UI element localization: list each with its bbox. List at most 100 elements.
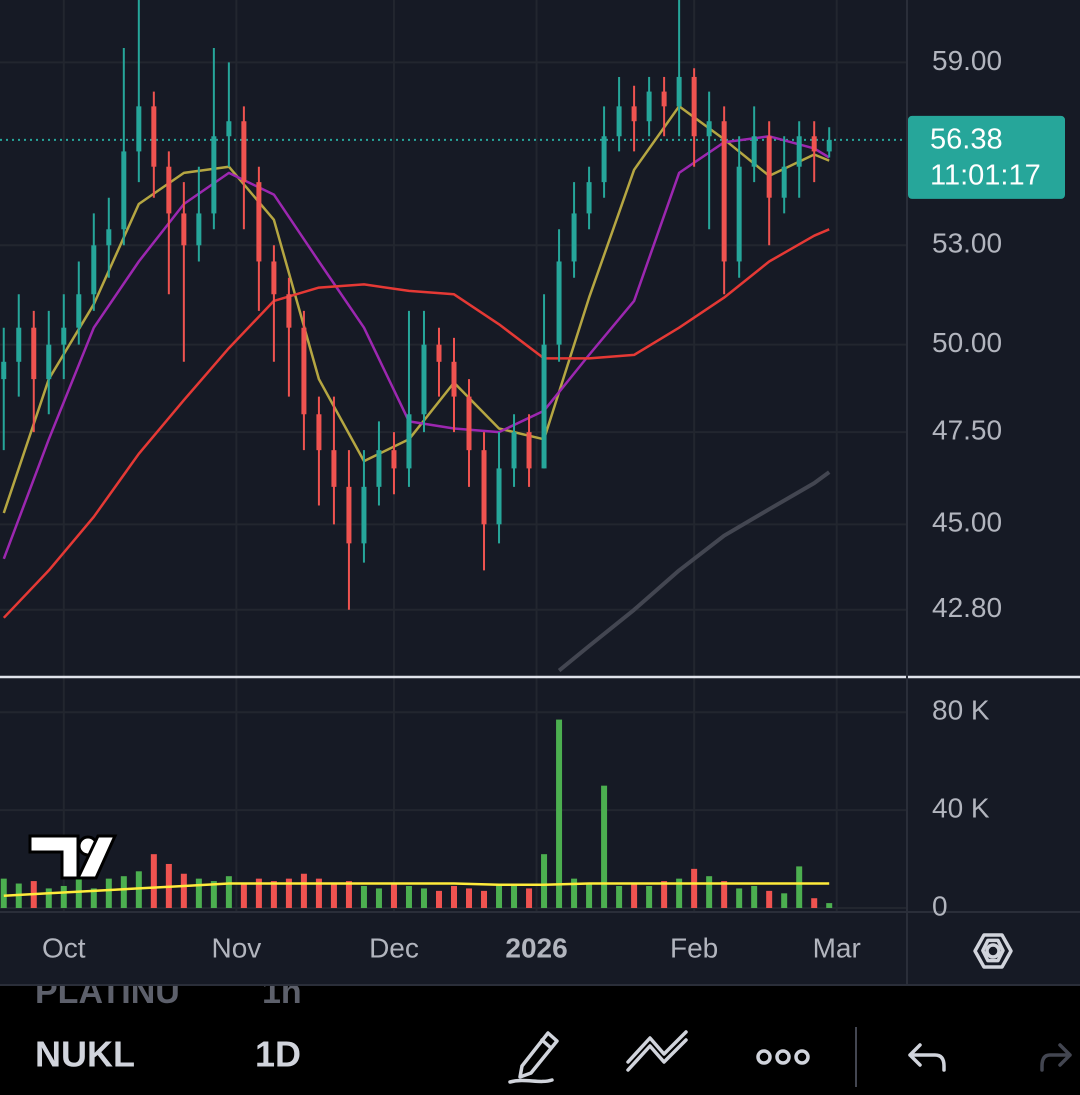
candle-body: [661, 91, 667, 107]
candle-body: [466, 396, 472, 451]
candle-body: [781, 166, 787, 198]
candle-body: [331, 450, 337, 487]
candle-body: [796, 136, 802, 167]
last-price-box: [908, 115, 1065, 199]
candle-body: [31, 327, 37, 380]
volume-bar: [105, 878, 112, 908]
volume-bar: [255, 878, 262, 908]
undo-icon[interactable]: [908, 1043, 946, 1072]
y-tick-label: 47.50: [932, 415, 1002, 446]
volume-bar: [526, 888, 533, 908]
candle-body: [241, 121, 247, 183]
interval[interactable]: 1D: [255, 1034, 301, 1075]
candle-body: [406, 414, 412, 469]
candle-body: [301, 327, 307, 415]
more-icon[interactable]: [756, 1049, 810, 1065]
candle-body: [391, 450, 397, 469]
candle-body: [361, 486, 367, 544]
volume-ma: [3, 882, 830, 898]
draw-tool-icon[interactable]: [508, 1031, 559, 1084]
candle-body: [616, 106, 622, 137]
moving-average: [2, 105, 830, 514]
volume-bar: [646, 885, 653, 908]
candle-body: [271, 261, 277, 295]
volume-bar: [90, 888, 97, 908]
volume-tick-label: 0: [932, 890, 948, 921]
volume-bar: [766, 890, 773, 908]
candle-body: [181, 213, 187, 246]
trend-tool-icon[interactable]: [626, 1030, 688, 1072]
volume-bar: [120, 876, 127, 908]
tradingview-logo: [28, 834, 118, 880]
candle-body: [811, 136, 817, 152]
volume-bar: [330, 883, 337, 908]
candle-body: [196, 213, 202, 246]
volume-bar: [781, 893, 788, 908]
volume-bar: [481, 890, 488, 908]
volume-bar: [691, 868, 698, 908]
volume-bar: [466, 888, 473, 908]
candle-body: [316, 414, 322, 451]
volume-bar: [0, 878, 7, 908]
volume-tick-label: 40 K: [932, 793, 990, 824]
candle-body: [1, 361, 7, 380]
moving-average: [2, 228, 830, 619]
y-tick-label: 53.00: [932, 228, 1002, 259]
volume-bar: [751, 885, 758, 908]
volume-bar: [601, 785, 608, 908]
candle-body: [766, 136, 772, 198]
candle-body: [526, 432, 532, 469]
symbol[interactable]: NUKL: [35, 1034, 135, 1075]
volume-bar: [195, 878, 202, 908]
volume-bar: [60, 885, 67, 908]
candle-body: [691, 76, 697, 137]
last-price-label: 56.38: [930, 124, 1003, 156]
redo-icon[interactable]: [1040, 1043, 1072, 1072]
volume-bar: [616, 885, 623, 908]
candle-body: [256, 182, 262, 262]
volume-bar: [796, 866, 803, 908]
candle-body: [586, 182, 592, 214]
candle-body: [706, 121, 712, 137]
x-tick-label: Dec: [369, 932, 419, 963]
volume-bar: [496, 883, 503, 908]
volume-bar: [375, 888, 382, 908]
candle-body: [121, 151, 127, 230]
y-tick-label: 50.00: [932, 327, 1002, 358]
volume-bar: [811, 898, 818, 908]
volume-bar: [345, 881, 352, 908]
candle-body: [541, 344, 547, 469]
candle-body: [601, 136, 607, 183]
volume-bar: [826, 903, 833, 908]
volume-bar: [225, 876, 232, 908]
volume-bar: [300, 873, 307, 908]
volume-bar: [721, 881, 728, 908]
moving-average: [557, 470, 831, 673]
volume-bar: [405, 885, 412, 908]
moving-average: [2, 135, 830, 560]
volume-bar: [360, 885, 367, 908]
volume-bar: [661, 881, 668, 908]
candle-body: [106, 229, 112, 246]
y-tick-label: 59.00: [932, 45, 1002, 76]
volume-bar: [315, 878, 322, 908]
candle-body: [376, 450, 382, 487]
chart-bg: [0, 0, 1080, 985]
x-tick-label: Oct: [42, 932, 86, 963]
candle-body: [451, 361, 457, 397]
volume-bar: [390, 883, 397, 908]
volume-bar: [541, 854, 548, 908]
countdown-label: 11:01:17: [930, 160, 1041, 192]
settings-icon[interactable]: [973, 933, 1013, 969]
toolbar-bg: [0, 985, 1080, 1095]
candle-body: [16, 327, 22, 362]
volume-bar: [676, 878, 683, 908]
volume-tick-label: 80 K: [932, 695, 990, 726]
candle-body: [436, 344, 442, 362]
volume-bar: [511, 885, 518, 908]
candle-body: [226, 121, 232, 137]
volume-bar: [420, 888, 427, 908]
volume-bar: [270, 881, 277, 908]
candle-body: [826, 139, 832, 152]
